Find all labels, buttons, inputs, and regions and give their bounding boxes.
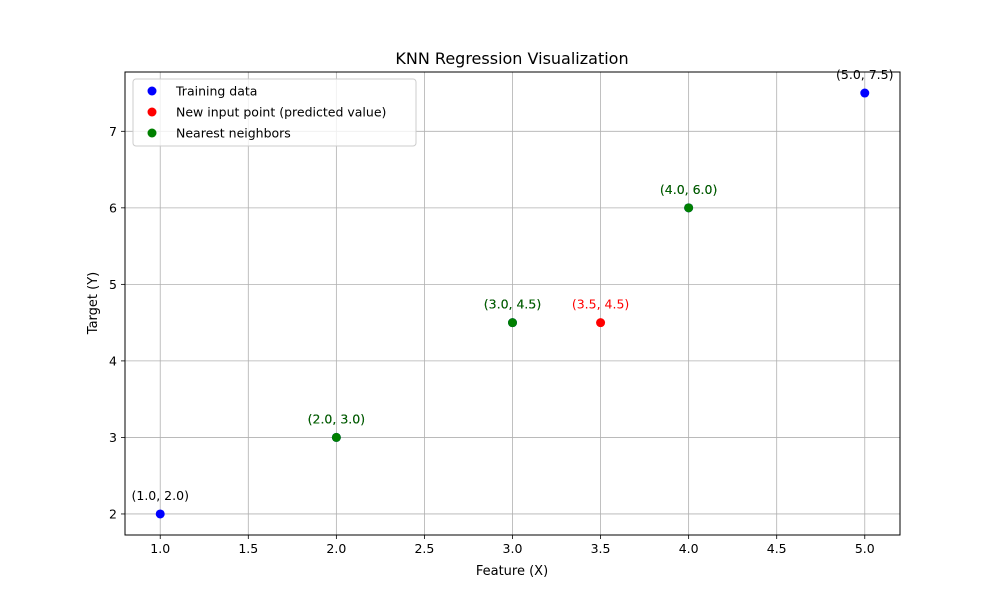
data-point	[331, 432, 341, 442]
legend-marker	[147, 128, 157, 138]
point-label: (3.0, 4.5)	[484, 297, 541, 312]
data-point	[860, 88, 870, 98]
y-tick-label: 7	[109, 124, 117, 139]
point-label: (5.0, 7.5)	[836, 67, 893, 82]
axis-ticks: 1.0 1.5 2.0 2.5 3.0 3.5 4.0 4.5 5.0 2 3 4 5 6 7	[109, 124, 875, 556]
point-label: (3.0, 4.5)	[484, 297, 541, 312]
legend-marker	[147, 107, 157, 117]
data-point	[508, 318, 517, 328]
point-annotations: (1.0, 2.0) (2.0, 3.0) (3.0, 4.5) (4.0, 6.0)…	[131, 67, 893, 503]
data-point	[684, 203, 694, 213]
x-tick-label: 1.5	[238, 541, 258, 556]
data-points	[155, 88, 870, 519]
x-tick-label: 4.5	[767, 541, 787, 556]
data-point	[155, 509, 165, 519]
x-tick-label: 2.5	[414, 541, 434, 556]
y-axis-label: Target (Y)	[86, 272, 101, 335]
point-label: (3.5, 4.5)	[572, 297, 629, 312]
x-tick-label: 2.0	[326, 541, 346, 556]
x-tick-label: 3.0	[503, 541, 523, 556]
legend-box	[132, 78, 417, 147]
x-tick-label: 4.0	[679, 541, 699, 556]
point-label: (1.0, 2.0)	[131, 488, 188, 503]
data-point	[596, 318, 606, 328]
y-tick-label: 3	[109, 430, 117, 445]
grid	[125, 72, 900, 535]
y-tick-label: 5	[109, 277, 117, 292]
legend-entry: Training data	[175, 84, 257, 99]
point-label: (4.0, 6.0)	[660, 182, 717, 197]
legend-marker	[147, 86, 157, 96]
point-label: (2.0, 3.0)	[308, 411, 365, 426]
legend-entry: Nearest neighbors	[176, 126, 291, 141]
point-label: (4.0, 6.0)	[660, 182, 717, 197]
x-tick-label: 3.5	[591, 541, 611, 556]
x-tick-label: 5.0	[855, 541, 875, 556]
legend-entry: New input point (predicted value)	[176, 105, 386, 120]
plot-frame	[124, 71, 901, 536]
x-axis-label: Feature (X)	[476, 564, 548, 579]
y-tick-label: 6	[109, 200, 117, 215]
chart-title: KNN Regression Visualization	[395, 49, 628, 68]
point-label: (2.0, 3.0)	[308, 411, 365, 426]
y-tick-label: 2	[109, 506, 117, 521]
x-tick-label: 1.0	[150, 541, 170, 556]
legend: Training data New input point (predicted …	[132, 78, 417, 147]
y-tick-label: 4	[109, 353, 117, 368]
